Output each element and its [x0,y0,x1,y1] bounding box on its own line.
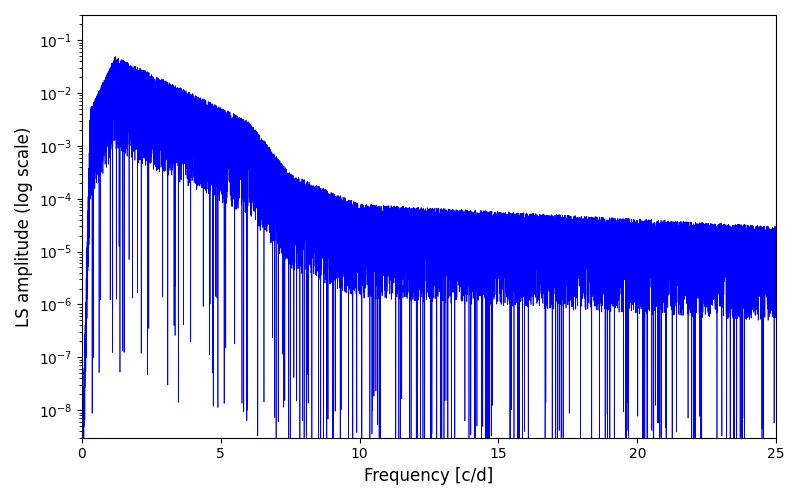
Y-axis label: LS amplitude (log scale): LS amplitude (log scale) [15,126,33,326]
X-axis label: Frequency [c/d]: Frequency [c/d] [364,467,494,485]
